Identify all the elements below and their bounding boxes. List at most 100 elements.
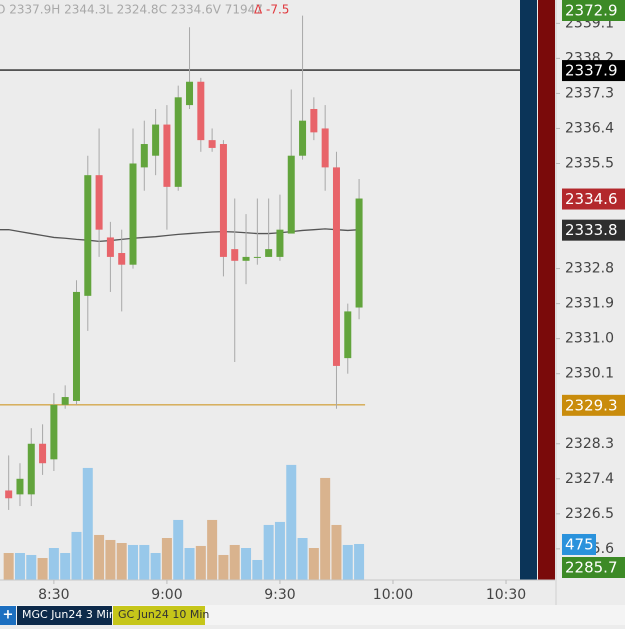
candle-body [310, 108, 318, 133]
volume-bar [263, 524, 274, 580]
y-tick-label: 2330.1 [565, 366, 614, 382]
y-tick-label: 2335.5 [565, 155, 614, 171]
candle-body [106, 237, 114, 257]
y-tick-label: 2328.3 [565, 436, 614, 452]
volume-bar [252, 559, 263, 580]
candle-body [140, 144, 148, 168]
volume-bar [241, 548, 252, 580]
candle-body [5, 490, 13, 499]
candle-body [27, 443, 35, 495]
volume-bar [331, 524, 342, 580]
price-tag-label: 2337.9 [565, 62, 618, 80]
candle-body [265, 249, 273, 257]
volume-bar [105, 539, 116, 580]
volume-bar [116, 543, 127, 580]
candle-body [355, 198, 363, 308]
candle-body [163, 124, 171, 187]
volume-bar [14, 553, 25, 580]
candle-body [50, 404, 58, 460]
volume-bar [286, 464, 297, 580]
candle-body [231, 249, 239, 261]
candle-body [208, 140, 216, 148]
volume-bar [229, 544, 240, 580]
side-bar [520, 0, 537, 580]
price-tag-label: 475 [565, 535, 594, 553]
candle-body [61, 397, 69, 405]
y-tick-label: 2331.9 [565, 296, 614, 312]
price-tag-label: 2285.7 [565, 559, 618, 577]
x-tick-label: 9:00 [151, 587, 182, 603]
volume-bar [3, 553, 14, 580]
volume-bar [150, 553, 161, 580]
volume-bar [26, 554, 37, 580]
volume-bar [195, 545, 206, 580]
volume-bar [173, 519, 184, 580]
candle-body [84, 175, 92, 296]
volume-bar [161, 537, 172, 580]
price-tag-label: 2334.6 [565, 190, 618, 208]
volume-bar [297, 537, 308, 580]
price-tag [562, 533, 596, 555]
volume-bar [274, 521, 285, 580]
price-tag [562, 60, 625, 82]
candle-body [276, 229, 284, 257]
y-tick-label: 2327.4 [565, 471, 614, 487]
candle-body [186, 81, 194, 106]
price-tag-label: 2372.9 [565, 2, 618, 20]
volume-bar [94, 534, 105, 580]
tab[interactable] [17, 606, 112, 625]
x-tick-label: 10:30 [486, 587, 526, 603]
candle-body [253, 256, 261, 258]
volume-bar [48, 548, 59, 580]
volume-bar [354, 543, 365, 580]
price-tag [562, 188, 625, 210]
moving-average [0, 228, 360, 242]
candle-body [321, 128, 329, 168]
y-tick-label: 2331.0 [565, 331, 614, 347]
candle-body [39, 443, 47, 464]
volume-bar [139, 544, 150, 580]
y-tick-label: 2336.4 [565, 120, 614, 136]
volume-bar [207, 519, 218, 580]
candle-body [344, 311, 352, 359]
x-tick-label: 10:00 [373, 587, 413, 603]
tab-add[interactable] [0, 606, 16, 625]
price-tag [562, 557, 625, 578]
tab-label[interactable]: GC Jun24 10 Min [118, 608, 209, 621]
price-tag-label: 2333.8 [565, 221, 618, 239]
candle-body [72, 291, 80, 401]
volume-bar [342, 544, 353, 580]
x-tick-label: 9:30 [264, 587, 295, 603]
candle-body [95, 175, 103, 230]
candle-body [174, 97, 182, 187]
volume-bar [82, 467, 93, 580]
candle-body [16, 478, 24, 495]
volume-bar [37, 558, 48, 580]
price-tag-label: 2329.3 [565, 396, 618, 414]
tab[interactable] [113, 606, 205, 625]
candle-body [152, 124, 160, 156]
candle-body [129, 163, 137, 265]
y-tick-label: 2337.3 [565, 85, 614, 101]
tab-label[interactable]: MGC Jun24 3 Min [22, 608, 116, 621]
side-bar [538, 0, 555, 580]
volume-bar [308, 548, 319, 580]
y-tick-label: 2326.5 [565, 506, 614, 522]
volume-bar [218, 554, 229, 580]
y-tick-label: 2332.8 [565, 261, 614, 277]
candle-body [219, 144, 227, 257]
candle-body [242, 256, 250, 261]
volume-bar [128, 544, 139, 580]
candle-body [287, 155, 295, 234]
x-tick-label: 8:30 [38, 587, 69, 603]
volume-bar [320, 477, 331, 580]
price-tag [562, 394, 625, 416]
header-change: Δ -7.5 [254, 3, 289, 17]
volume-bar [71, 531, 82, 580]
tab-add-label[interactable]: + [3, 608, 14, 623]
candle-body [118, 253, 126, 265]
price-tag [562, 219, 625, 241]
header-ohlc: O 2337.9H 2344.3L 2324.8C 2334.6V 71947 [0, 3, 263, 17]
candle-body [332, 167, 340, 366]
